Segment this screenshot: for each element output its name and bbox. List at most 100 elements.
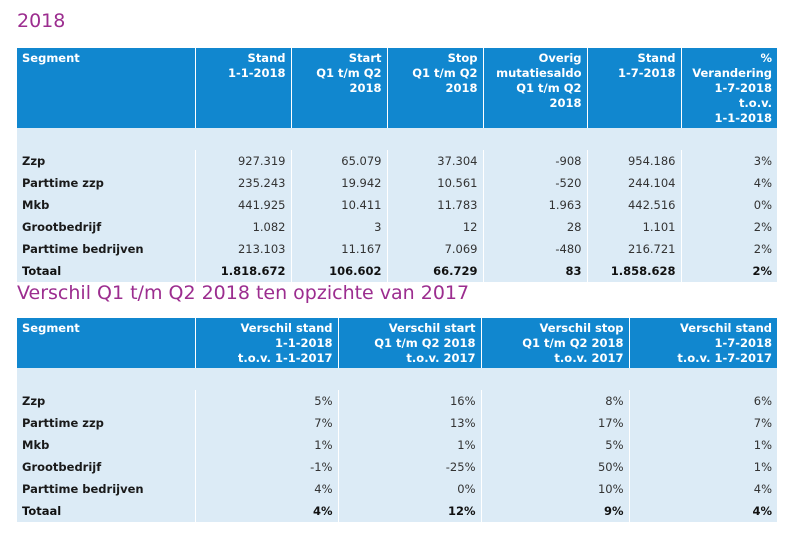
table-cell: 4% [195,478,339,500]
table-row: Parttime zzp 235.243 19.942 10.561 -520 244.1… [17,172,777,194]
row-label: Parttime zzp [17,412,196,434]
table-cell: 7% [629,412,777,434]
table-cell: 213.103 [195,238,292,260]
table-header-row: Segment Verschil stand 1-1-2018 t.o.v. 1-1… [17,318,777,368]
table-row: Parttime zzp 7% 13% 17% 7% [17,412,777,434]
table-cell: 37.304 [387,150,484,172]
header-stand-1-1: Stand 1-1-2018 [195,48,292,128]
table-cell: 2% [681,216,777,238]
table-cell: 10% [481,478,630,500]
table-row: Parttime bedrijven 213.103 11.167 7.069 -480… [17,238,777,260]
row-label: Totaal [17,500,196,522]
header-stand-1-7: Stand 1-7-2018 [587,48,682,128]
table-cell: 7.069 [387,238,484,260]
header-verschil-stop: Verschil stop Q1 t/m Q2 2018 t.o.v. 2017 [481,318,630,368]
table-header-row: Segment Stand 1-1-2018 Start Q1 t/m Q2 2018… [17,48,777,128]
table-cell: 2% [681,260,777,282]
table-cell: 106.602 [291,260,388,282]
header-verschil-stand-1-1: Verschil stand 1-1-2018 t.o.v. 1-1-2017 [195,318,339,368]
table-cell: 235.243 [195,172,292,194]
table-cell: 442.516 [587,194,682,216]
table-cell: 4% [629,500,777,522]
table-cell: 216.721 [587,238,682,260]
row-label: Grootbedrijf [17,456,196,478]
table-cell: 954.186 [587,150,682,172]
row-label: Parttime bedrijven [17,238,196,260]
table-row: Zzp 5% 16% 8% 6% [17,390,777,412]
table-cell: 1.858.628 [587,260,682,282]
table-cell: 12 [387,216,484,238]
table-cell: 927.319 [195,150,292,172]
table-cell: 2% [681,238,777,260]
table-row: Totaal 1.818.672 106.602 66.729 83 1.858.628 2… [17,260,777,282]
row-label: Zzp [17,390,196,412]
row-label: Mkb [17,434,196,456]
table-cell: -1% [195,456,339,478]
table-cell: 1.101 [587,216,682,238]
table-row: Mkb 1% 1% 5% 1% [17,434,777,456]
table-row: Mkb 441.925 10.411 11.783 1.963 442.516 0% [17,194,777,216]
table-cell: 1% [195,434,339,456]
table-cell: -520 [483,172,588,194]
row-label: Parttime bedrijven [17,478,196,500]
table-cell: 28 [483,216,588,238]
table-cell: 1% [629,456,777,478]
table-2018: Segment Stand 1-1-2018 Start Q1 t/m Q2 2018… [17,48,777,282]
table-cell: 1.082 [195,216,292,238]
table-cell: 3% [681,150,777,172]
header-stop: Stop Q1 t/m Q2 2018 [387,48,484,128]
header-start: Start Q1 t/m Q2 2018 [291,48,388,128]
table-row: Zzp 927.319 65.079 37.304 -908 954.186 3% [17,150,777,172]
table-cell: 3 [291,216,388,238]
table-cell: 0% [338,478,482,500]
table-body: Zzp 927.319 65.079 37.304 -908 954.186 3% Partt… [17,128,777,282]
table-verschil: Segment Verschil stand 1-1-2018 t.o.v. 1-1… [17,318,777,522]
table-cell: 13% [338,412,482,434]
row-label: Mkb [17,194,196,216]
table-cell: 6% [629,390,777,412]
table-cell: 4% [629,478,777,500]
table-cell: 5% [481,434,630,456]
table-cell: 16% [338,390,482,412]
table-cell: 83 [483,260,588,282]
table-cell: 441.925 [195,194,292,216]
table-cell: 9% [481,500,630,522]
row-label: Totaal [17,260,196,282]
table-cell: 1.963 [483,194,588,216]
table-cell: 19.942 [291,172,388,194]
section-title-2018: 2018 [17,10,66,32]
table-cell: -908 [483,150,588,172]
table-row: Grootbedrijf 1.082 3 12 28 1.101 2% [17,216,777,238]
table-cell: 66.729 [387,260,484,282]
table-cell: 11.783 [387,194,484,216]
table-cell: 65.079 [291,150,388,172]
table-cell: 17% [481,412,630,434]
header-overig: Overig mutatiesaldo Q1 t/m Q2 2018 [483,48,588,128]
table-cell: 11.167 [291,238,388,260]
row-label: Parttime zzp [17,172,196,194]
table-cell: 1% [629,434,777,456]
table-row: Parttime bedrijven 4% 0% 10% 4% [17,478,777,500]
table-cell: 12% [338,500,482,522]
table-cell: 7% [195,412,339,434]
section-title-verschil: Verschil Q1 t/m Q2 2018 ten opzichte van… [17,282,470,304]
table-cell: 0% [681,194,777,216]
table-cell: 50% [481,456,630,478]
header-segment: Segment [17,318,196,368]
table-cell: 1.818.672 [195,260,292,282]
table-cell: 8% [481,390,630,412]
table-body: Zzp 5% 16% 8% 6% Parttime zzp 7% 13% 17% 7% Mkb 1% 1… [17,368,777,522]
row-label: Grootbedrijf [17,216,196,238]
header-verandering: % Verandering 1-7-2018 t.o.v. 1-1-2018 [681,48,777,128]
table-cell: 5% [195,390,339,412]
table-row: Grootbedrijf -1% -25% 50% 1% [17,456,777,478]
table-row: Totaal 4% 12% 9% 4% [17,500,777,522]
table-cell: 10.561 [387,172,484,194]
header-segment: Segment [17,48,196,128]
table-cell: 244.104 [587,172,682,194]
header-verschil-stand-1-7: Verschil stand 1-7-2018 t.o.v. 1-7-2017 [629,318,777,368]
table-cell: 10.411 [291,194,388,216]
table-cell: -480 [483,238,588,260]
table-cell: -25% [338,456,482,478]
table-cell: 4% [681,172,777,194]
